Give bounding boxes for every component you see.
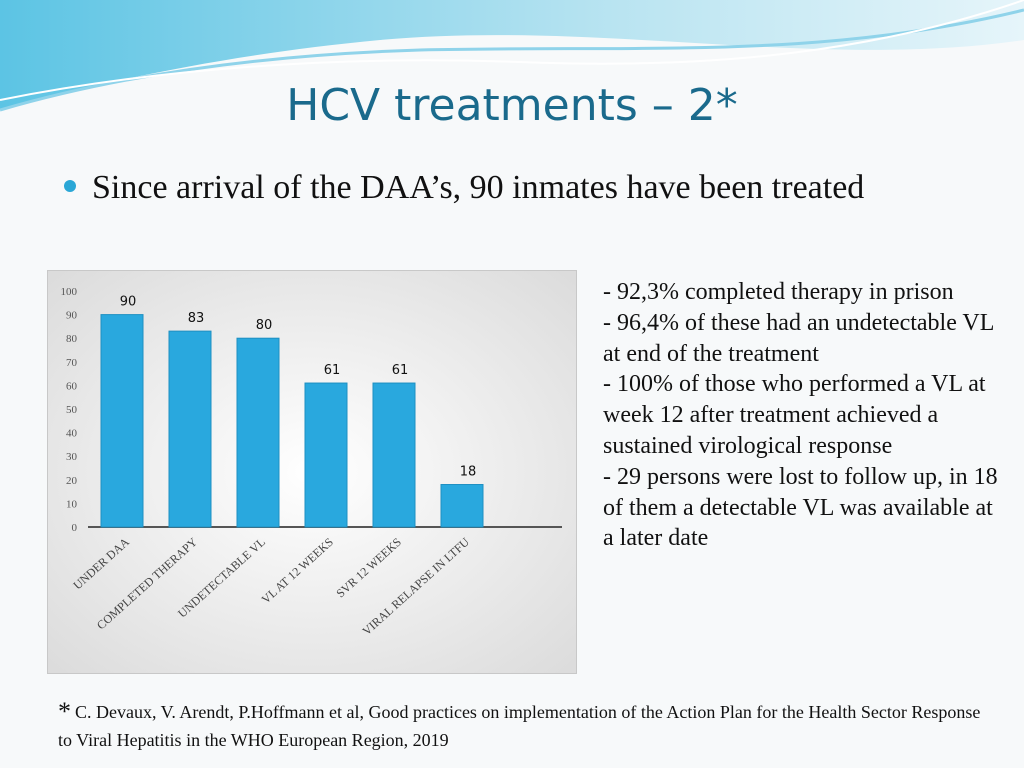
wave [0,0,1024,110]
value-label: 61 [392,363,409,378]
notes: - 92,3% completed therapy in prison - 96,… [603,277,1003,554]
value-label: 18 [460,465,477,480]
bar [304,382,348,528]
y-tick-label: 50 [66,404,78,416]
y-tick-label: 20 [66,475,78,487]
bar [372,382,416,528]
y-tick-label: 80 [66,333,78,345]
wave-line [0,0,1024,101]
y-tick-label: 60 [66,380,78,392]
y-tick-label: 30 [66,451,78,463]
note-line: - 29 persons were lost to follow up, in … [603,463,998,552]
bar [168,330,212,528]
value-label: 83 [188,311,205,326]
note-line: - 92,3% completed therapy in prison [603,279,954,305]
footnote-text: C. Devaux, V. Arendt, P.Hoffmann et al, … [58,702,981,750]
slide-title: HCV treatments – 2* [286,80,738,131]
y-tick-label: 100 [61,286,78,298]
footnote: * C. Devaux, V. Arendt, P.Hoffmann et al,… [58,698,998,754]
footnote-mark: * [58,697,71,726]
y-tick-label: 10 [66,498,78,510]
note-line: - 96,4% of these had an undetectable VL … [603,309,994,367]
y-tick-label: 90 [66,310,78,322]
y-tick-label: 0 [72,522,78,534]
bar [100,314,144,528]
bullet-text: Since arrival of the DAA’s, 90 inmates h… [92,169,865,206]
bar [440,484,484,528]
note-line: - 100% of those who performed a VL at we… [603,371,986,459]
y-tick-label: 70 [66,357,78,369]
y-tick-label: 40 [66,428,78,440]
value-label: 80 [256,318,273,333]
value-label: 61 [324,363,341,378]
bullet-dot [64,180,76,192]
value-label: 90 [120,295,137,310]
bar [236,337,280,528]
